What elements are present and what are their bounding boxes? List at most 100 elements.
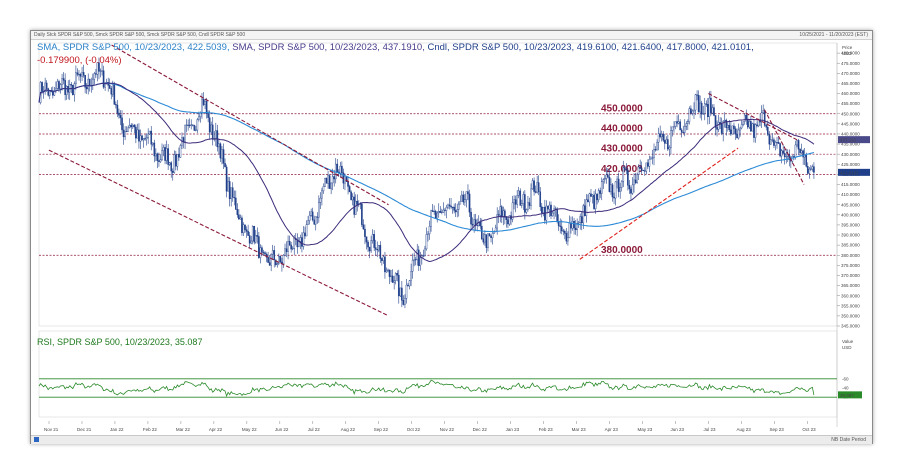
- candle-body: [639, 166, 641, 169]
- status-bar: NB Date Period: [31, 435, 872, 444]
- candle-body: [500, 206, 503, 218]
- candle-body: [387, 269, 389, 271]
- candle-body: [121, 117, 123, 131]
- candle-body: [116, 104, 119, 114]
- candle-body: [231, 187, 234, 198]
- candle-body: [135, 126, 137, 139]
- candle-body: [268, 262, 271, 266]
- candle-body: [627, 169, 629, 186]
- candle-body: [288, 241, 291, 246]
- candle-body: [660, 134, 663, 137]
- candle-body: [388, 269, 391, 277]
- candle-body: [754, 124, 757, 138]
- candle-body: [447, 204, 449, 208]
- candle-body: [122, 129, 125, 138]
- candle-body: [676, 121, 678, 124]
- candle-body: [424, 248, 426, 256]
- candle-body: [354, 200, 357, 215]
- candle-body: [233, 197, 236, 199]
- x-tick-label: May 23: [638, 427, 653, 432]
- candle-body: [743, 114, 746, 122]
- candle-body: [41, 82, 43, 92]
- candle-body: [805, 155, 808, 167]
- candle-body: [405, 284, 408, 299]
- candle-body: [640, 168, 643, 171]
- y-tick-label: 395.0000: [841, 223, 860, 228]
- candle-body: [62, 78, 65, 81]
- candle-body: [725, 119, 728, 129]
- candle-body: [537, 182, 540, 193]
- sma1-legend: SMA, SPDR S&P 500, 10/23/2023, 422.5039,: [37, 42, 230, 53]
- x-tick-label: Mar 22: [176, 427, 191, 432]
- candle-body: [150, 130, 153, 145]
- candle-body: [113, 83, 116, 105]
- candle-body: [727, 124, 729, 129]
- candle-body: [58, 81, 60, 89]
- candle-body: [800, 150, 803, 154]
- x-tick-label: May 22: [242, 427, 257, 432]
- candle-body: [221, 149, 223, 159]
- candle-body: [760, 112, 763, 123]
- candle-body: [336, 163, 339, 173]
- candle-body: [459, 201, 462, 205]
- candle-body: [785, 156, 788, 158]
- candle-body: [753, 123, 755, 138]
- candle-body: [488, 233, 491, 237]
- candle-body: [720, 123, 723, 134]
- candle-body: [293, 238, 296, 249]
- candle-body: [236, 209, 239, 215]
- current-price-tag-bg: [838, 168, 870, 176]
- candle-body: [559, 225, 562, 227]
- trend-line: [708, 93, 798, 141]
- candle-body: [762, 110, 764, 113]
- candle-body: [59, 84, 62, 89]
- candle-body: [401, 287, 403, 301]
- candle-body: [241, 217, 243, 234]
- candle-body: [278, 255, 280, 264]
- candle-body: [128, 124, 131, 128]
- candle-body: [356, 200, 359, 205]
- candle-body: [548, 204, 551, 210]
- candle-body: [98, 62, 100, 72]
- candle-body: [528, 202, 531, 206]
- chart-canvas[interactable]: 480.0000 475.0000 470.0000 465.0000 460.0000…: [31, 31, 872, 443]
- candle-body: [444, 209, 446, 211]
- y-tick-label: 475.0000: [841, 61, 860, 66]
- candle-body: [191, 124, 194, 126]
- y-tick-label: 390.0000: [841, 233, 860, 238]
- candle-body: [370, 240, 372, 252]
- candle-body: [479, 222, 482, 227]
- candle-body: [765, 124, 768, 128]
- candle-body: [430, 210, 432, 227]
- x-tick-label: Dec 22: [473, 427, 488, 432]
- candle-body: [373, 234, 375, 248]
- candle-body: [302, 232, 305, 247]
- candle-body: [45, 82, 48, 89]
- candle-body: [810, 168, 812, 170]
- candle-body: [141, 135, 143, 141]
- candle-body: [368, 246, 371, 252]
- candle-body: [534, 191, 537, 193]
- candle-body: [687, 121, 689, 124]
- rsi-tick-label: -60: [842, 376, 849, 381]
- candle-body: [108, 85, 111, 89]
- app-icon: [34, 437, 39, 442]
- candle-body: [382, 256, 385, 261]
- candle-body: [507, 219, 509, 225]
- candle-body: [659, 133, 661, 137]
- candle-body: [218, 143, 220, 148]
- candle-body: [565, 233, 568, 242]
- candle-body: [811, 166, 814, 170]
- candle-body: [547, 205, 549, 210]
- candle-body: [573, 221, 575, 229]
- candle-body: [133, 124, 136, 128]
- candle-body: [667, 139, 669, 150]
- candle-body: [328, 175, 331, 189]
- candle-body: [457, 203, 460, 210]
- sma-short-line: [38, 82, 815, 263]
- candle-body: [525, 209, 528, 213]
- candle-body: [101, 70, 103, 72]
- candle-body: [433, 211, 435, 213]
- legend-row-2: -0.179900, (-0.04%): [37, 55, 122, 67]
- candle-body: [590, 193, 592, 197]
